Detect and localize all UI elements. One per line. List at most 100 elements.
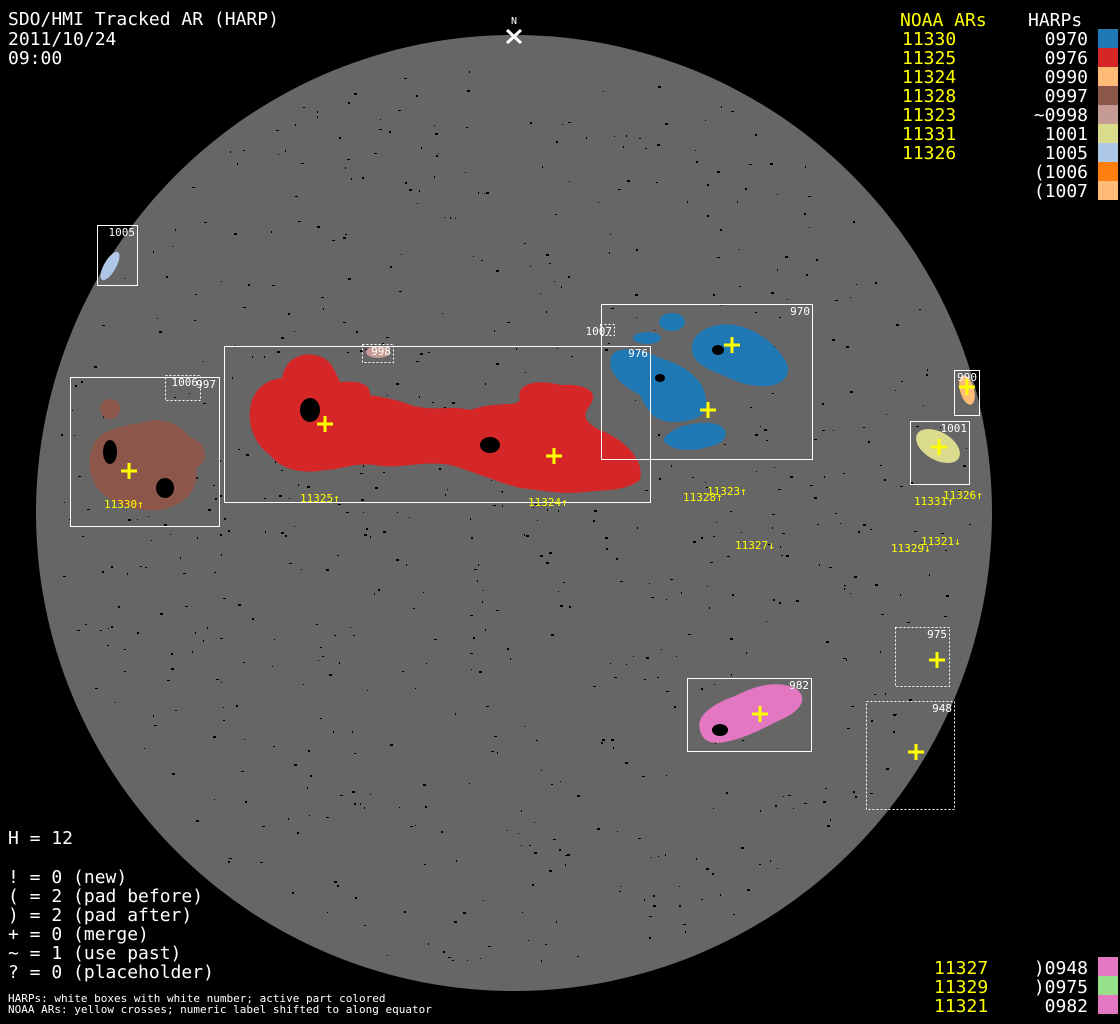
speck (796, 600, 799, 602)
speck (380, 119, 381, 120)
speck (846, 659, 847, 661)
speck (881, 614, 884, 615)
harp-header: HARPs (1028, 10, 1083, 31)
speck (945, 550, 947, 551)
speck (895, 390, 896, 391)
speck (271, 231, 272, 233)
speck (288, 818, 289, 820)
noaa-ar-label: 11323↑ (707, 485, 747, 498)
north-marker-icon (505, 28, 523, 45)
harp-box-label: 1005 (109, 226, 136, 239)
noaa-cross-icon (959, 379, 975, 395)
speck (378, 589, 380, 591)
speck (264, 356, 265, 358)
speck (389, 131, 391, 133)
speck (665, 123, 668, 125)
speck (649, 937, 651, 939)
speck (750, 407, 752, 408)
speck (919, 309, 921, 310)
speck (710, 562, 713, 563)
speck (493, 505, 496, 506)
active-region-patches (89, 251, 975, 743)
speck (870, 793, 873, 794)
speck (787, 299, 788, 300)
legend-harp-item: (1006 (1033, 162, 1088, 183)
speck (124, 671, 126, 672)
sunspot (712, 345, 724, 355)
speck (541, 960, 542, 962)
speck (467, 960, 468, 961)
sunspot (712, 724, 728, 736)
speck (436, 155, 438, 157)
speck (223, 598, 226, 599)
speck (318, 660, 319, 661)
speck (171, 668, 174, 670)
speck (402, 671, 404, 672)
speck (832, 339, 835, 341)
speck (716, 522, 717, 523)
speck (516, 348, 517, 350)
speck (611, 739, 614, 741)
noaa-ar-label: 11326↑ (943, 489, 983, 502)
speck (816, 259, 818, 261)
legend-color-swatch (1098, 976, 1118, 995)
speck (886, 414, 887, 415)
speck (197, 537, 198, 539)
speck (444, 217, 445, 218)
speck (420, 353, 423, 355)
speck (238, 604, 241, 606)
harp-box (600, 324, 615, 336)
noaa-ar-label: 11329↓ (891, 542, 931, 555)
speck (243, 150, 245, 151)
speck (880, 651, 881, 653)
legend-color-swatch (1098, 48, 1118, 67)
speck (478, 192, 479, 194)
speck (415, 825, 416, 826)
speck (360, 473, 363, 474)
speck (486, 706, 489, 707)
speck (926, 374, 928, 376)
speck (804, 803, 807, 804)
speck (467, 90, 470, 92)
harp-box-label: 1007 (586, 325, 613, 338)
speck (534, 822, 535, 823)
speck (843, 473, 845, 474)
speck (793, 808, 794, 809)
speck (144, 748, 145, 749)
speck (537, 520, 538, 521)
speck (526, 535, 529, 537)
speck (739, 249, 740, 250)
speck (364, 807, 365, 809)
legend-noaa-item: 11329 (934, 977, 989, 998)
speck (473, 256, 474, 257)
speck (695, 150, 696, 151)
speck (479, 671, 482, 673)
speck (746, 652, 747, 654)
speck (559, 849, 561, 851)
speck (772, 527, 773, 529)
speck (100, 630, 102, 631)
speck (216, 679, 219, 680)
speck (189, 393, 190, 394)
legend-harp-item: 1001 (1044, 124, 1088, 145)
speck (180, 557, 181, 559)
speck (465, 172, 466, 173)
speck (111, 626, 113, 628)
speck (658, 856, 659, 857)
speck (542, 166, 543, 168)
harp-box-label: 982 (789, 679, 809, 692)
speck (737, 201, 738, 203)
speck (124, 649, 126, 650)
speck (524, 534, 525, 536)
speck (760, 810, 761, 812)
speck (326, 817, 329, 818)
speck (772, 393, 774, 394)
speck (425, 806, 427, 808)
speck (909, 699, 912, 701)
speck (656, 182, 658, 183)
speck (289, 563, 292, 564)
speck (501, 491, 503, 492)
speck (262, 826, 265, 827)
speck (568, 122, 571, 123)
speck (416, 95, 418, 97)
